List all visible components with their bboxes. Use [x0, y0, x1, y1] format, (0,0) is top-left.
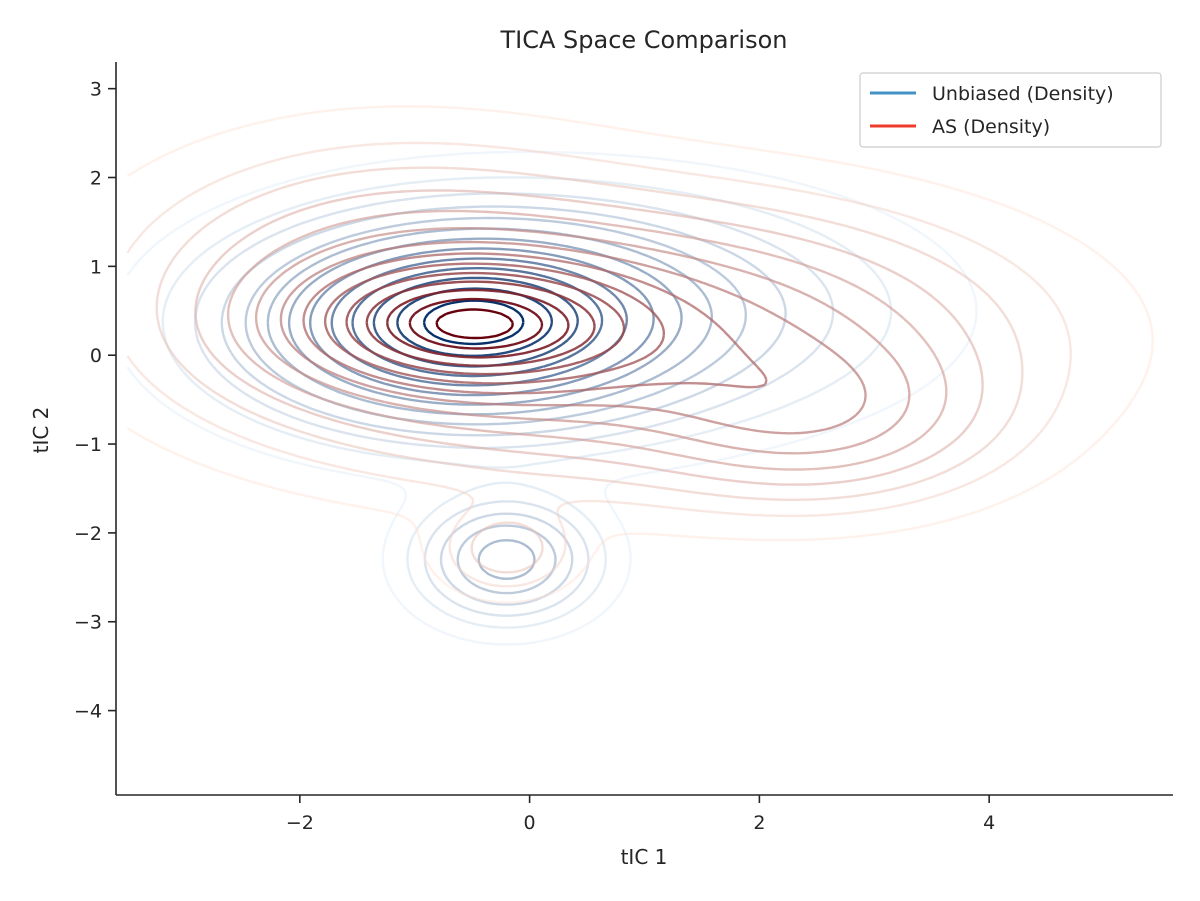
x-tick-label: −2 [286, 812, 314, 834]
as-contour-level-5 [254, 227, 911, 455]
as-contour-level-7 [302, 252, 768, 395]
as-contour-level-8 [323, 262, 665, 385]
chart-title: TICA Space Comparison [499, 26, 787, 54]
as-contour-level-1 [126, 141, 1072, 588]
as-contour-level-10 [365, 280, 596, 367]
x-tick-label: 2 [753, 812, 765, 834]
y-tick-label: −4 [74, 701, 102, 723]
legend-label-as: AS (Density) [932, 116, 1050, 138]
x-tick-label: 0 [524, 812, 536, 834]
unbiased-contour-level-4 [244, 216, 747, 595]
x-axis-label: tIC 1 [621, 845, 668, 869]
legend-box [859, 72, 1162, 148]
as-contour-level-6 [279, 240, 867, 435]
contour-layer [126, 105, 1154, 646]
unbiased-contour-level-1 [161, 176, 893, 629]
as-contour-level-3 [194, 189, 984, 486]
legend: Unbiased (Density) AS (Density) [859, 72, 1162, 148]
y-tick-label: 3 [90, 79, 102, 101]
as-contour-level-13 [435, 308, 514, 340]
unbiased-contour-level-12 [422, 299, 525, 346]
y-tick-label: 2 [90, 168, 102, 190]
as-contour-level-9 [345, 271, 626, 376]
as-contour-level-4 [226, 209, 948, 471]
y-axis-label: tIC 2 [29, 407, 53, 454]
as-contour-level-2 [155, 166, 1024, 574]
as-contour-level-11 [386, 288, 570, 359]
x-ticks: −2 0 2 4 [286, 795, 995, 834]
y-ticks: −4 −3 −2 −1 0 1 2 3 [74, 79, 116, 723]
y-tick-label: −3 [74, 612, 102, 634]
legend-label-unbiased: Unbiased (Density) [932, 83, 1114, 105]
y-tick-label: 0 [90, 345, 102, 367]
as-contour-level-12 [408, 297, 544, 350]
unbiased-contour-level-2 [193, 192, 835, 617]
y-tick-label: −2 [74, 523, 102, 545]
x-tick-label: 4 [983, 812, 995, 834]
as-contour-level-0 [126, 105, 1154, 604]
unbiased-contour-level-0 [126, 150, 978, 646]
y-tick-label: −1 [74, 434, 102, 456]
y-tick-label: 1 [90, 256, 102, 278]
